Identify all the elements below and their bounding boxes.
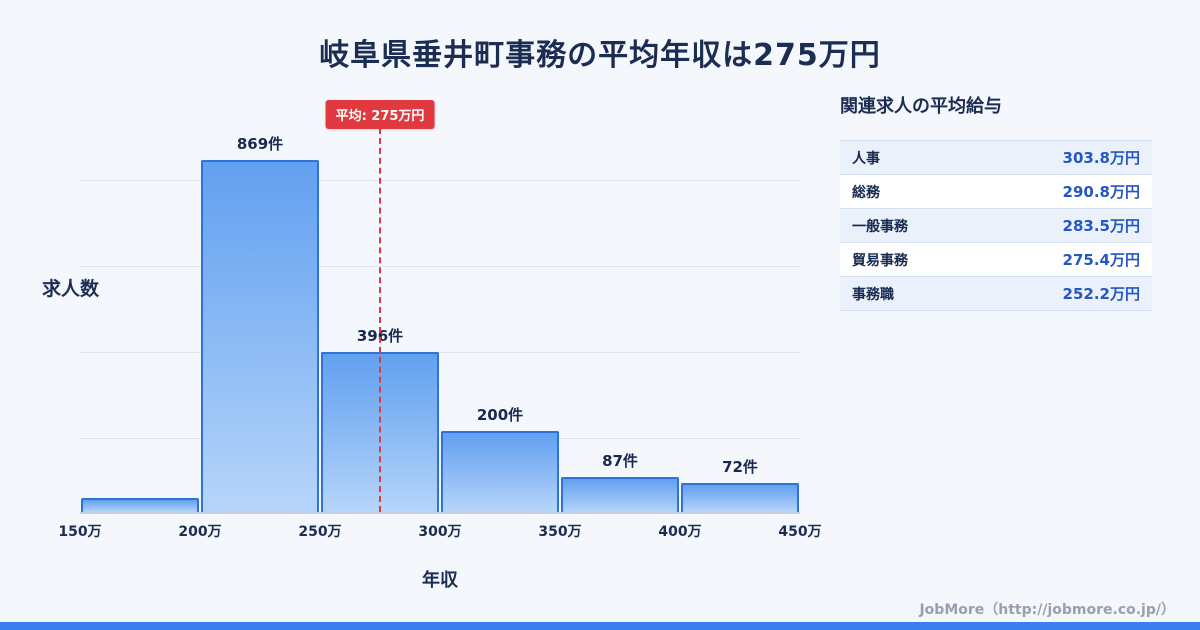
histogram-bar bbox=[561, 477, 679, 512]
salary-row: 事務職 252.2万円 bbox=[840, 277, 1152, 311]
related-jobs-panel: 関連求人の平均給与 人事 303.8万円総務 290.8万円一般事務 283.5万円貿… bbox=[840, 92, 1152, 311]
job-name: 貿易事務 bbox=[852, 252, 908, 269]
salary-row: 人事 303.8万円 bbox=[840, 141, 1152, 175]
x-tick-label: 400万 bbox=[658, 524, 702, 540]
job-salary: 275.4万円 bbox=[1062, 251, 1140, 269]
histogram-bar bbox=[681, 483, 799, 512]
gridline bbox=[80, 438, 800, 439]
x-tick-label: 150万 bbox=[58, 524, 102, 540]
job-salary: 303.8万円 bbox=[1062, 149, 1140, 167]
y-axis-label: 求人数 bbox=[42, 278, 100, 300]
histogram-bar bbox=[81, 498, 199, 512]
salary-row: 総務 290.8万円 bbox=[840, 175, 1152, 209]
x-tick-label: 200万 bbox=[178, 524, 222, 540]
salary-row: 貿易事務 275.4万円 bbox=[840, 243, 1152, 277]
job-salary: 252.2万円 bbox=[1062, 285, 1140, 303]
footer-credit: JobMore（http://jobmore.co.jp/） bbox=[919, 602, 1175, 618]
panel-title: 関連求人の平均給与 bbox=[840, 96, 1002, 117]
x-tick-label: 250万 bbox=[298, 524, 342, 540]
plot-area: 平均: 275万円 869件 396件 200件 87件 72件 150万 200万 250万… bbox=[58, 100, 822, 540]
bar-count-label: 72件 bbox=[722, 458, 758, 476]
salary-row: 一般事務 283.5万円 bbox=[840, 209, 1152, 243]
x-tick-label: 350万 bbox=[538, 524, 582, 540]
bar-count-label: 200件 bbox=[476, 406, 524, 424]
salary-histogram: 平均: 275万円 869件 396件 200件 87件 72件 150万 200万 250万… bbox=[58, 100, 822, 540]
job-salary: 290.8万円 bbox=[1062, 183, 1140, 201]
bar-count-label: 869件 bbox=[236, 135, 284, 153]
job-name: 総務 bbox=[852, 184, 880, 201]
job-name: 一般事務 bbox=[852, 218, 908, 235]
gridline bbox=[80, 180, 800, 181]
bottom-accent-bar bbox=[0, 622, 1200, 630]
x-tick-label: 300万 bbox=[418, 524, 462, 540]
histogram-bar bbox=[441, 431, 559, 512]
job-name: 人事 bbox=[852, 150, 880, 167]
salary-table: 人事 303.8万円総務 290.8万円一般事務 283.5万円貿易事務 275.4万円… bbox=[840, 140, 1152, 311]
x-tick-label: 450万 bbox=[778, 524, 822, 540]
gridline bbox=[80, 352, 800, 353]
page-title: 岐阜県垂井町事務の平均年収は275万円 bbox=[319, 38, 881, 73]
job-name: 事務職 bbox=[852, 286, 894, 303]
bar-count-label: 87件 bbox=[602, 452, 638, 470]
job-salary: 283.5万円 bbox=[1062, 217, 1140, 235]
average-badge: 平均: 275万円 bbox=[325, 100, 435, 129]
histogram-bar bbox=[201, 160, 319, 512]
x-axis-label: 年収 bbox=[422, 570, 458, 591]
average-line bbox=[379, 128, 381, 512]
gridline bbox=[80, 266, 800, 267]
